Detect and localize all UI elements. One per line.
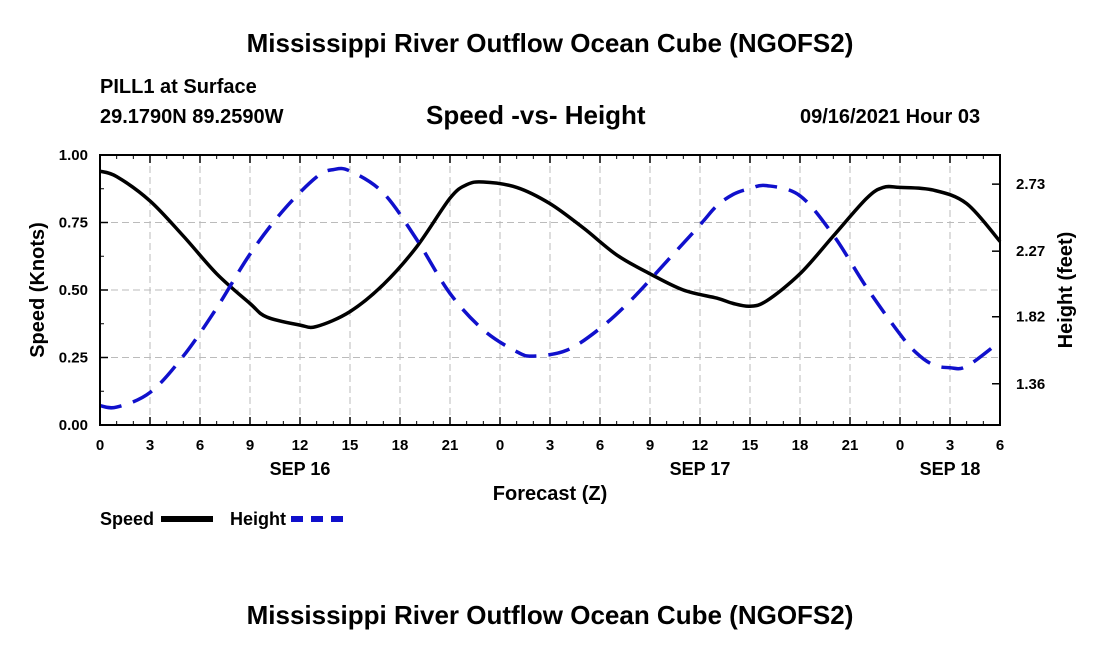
x-tick-label: 6 [996,437,1004,454]
x-tick-label: 18 [792,437,809,454]
x-axis-title: Forecast (Z) [493,483,607,505]
x-tick-label: 3 [546,437,554,454]
x-tick-label: 12 [292,437,309,454]
x-tick-label: 6 [196,437,204,454]
x-date-label: SEP 17 [670,459,731,479]
x-tick-label: 0 [96,437,104,454]
legend-speed-swatch [161,516,213,522]
y-tick-label: 1.00 [59,147,88,164]
y2-axis-title: Height (feet) [1055,232,1077,349]
x-tick-label: 21 [842,437,859,454]
x-tick-label: 21 [442,437,459,454]
y2-tick-label: 2.73 [1016,176,1045,193]
x-tick-label: 15 [742,437,759,454]
legend-speed-label: Speed [100,509,155,529]
plot-frame [99,154,1001,426]
chart-title: Mississippi River Outflow Ocean Cube (NG… [246,28,854,58]
x-date-label: SEP 18 [920,459,981,479]
x-tick-label: 6 [596,437,604,454]
x-tick-label: 3 [146,437,154,454]
x-tick-label: 3 [946,437,954,454]
legend-height-label: Height [230,509,286,529]
y2-tick-label: 2.27 [1016,243,1045,260]
forecast-date: 09/16/2021 Hour 03 [800,106,981,128]
plot-title: Speed -vs- Height [426,100,646,130]
x-tick-label: 0 [896,437,904,454]
x-tick-label: 0 [496,437,504,454]
x-date-label: SEP 16 [270,459,331,479]
speed-series-line [99,169,1002,330]
y-axis-title: Speed (Knots) [27,222,49,358]
x-tick-label: 15 [342,437,359,454]
height-series-line [99,166,1002,410]
x-tick-label: 12 [692,437,709,454]
station-label: PILL1 at Surface [100,76,257,98]
y-tick-label: 0.25 [59,350,88,367]
y-tick-label: 0.75 [59,215,88,232]
x-tick-label: 18 [392,437,409,454]
y2-tick-label: 1.36 [1016,376,1045,393]
y-tick-label: 0.00 [59,417,88,434]
y-tick-label: 0.50 [59,282,88,299]
y2-tick-label: 1.82 [1016,309,1045,326]
x-tick-label: 9 [246,437,254,454]
footer-title: Mississippi River Outflow Ocean Cube (NG… [246,600,854,630]
x-tick-label: 9 [646,437,654,454]
legend-height-swatch [291,516,343,522]
station-coordinates: 29.1790N 89.2590W [100,106,284,128]
